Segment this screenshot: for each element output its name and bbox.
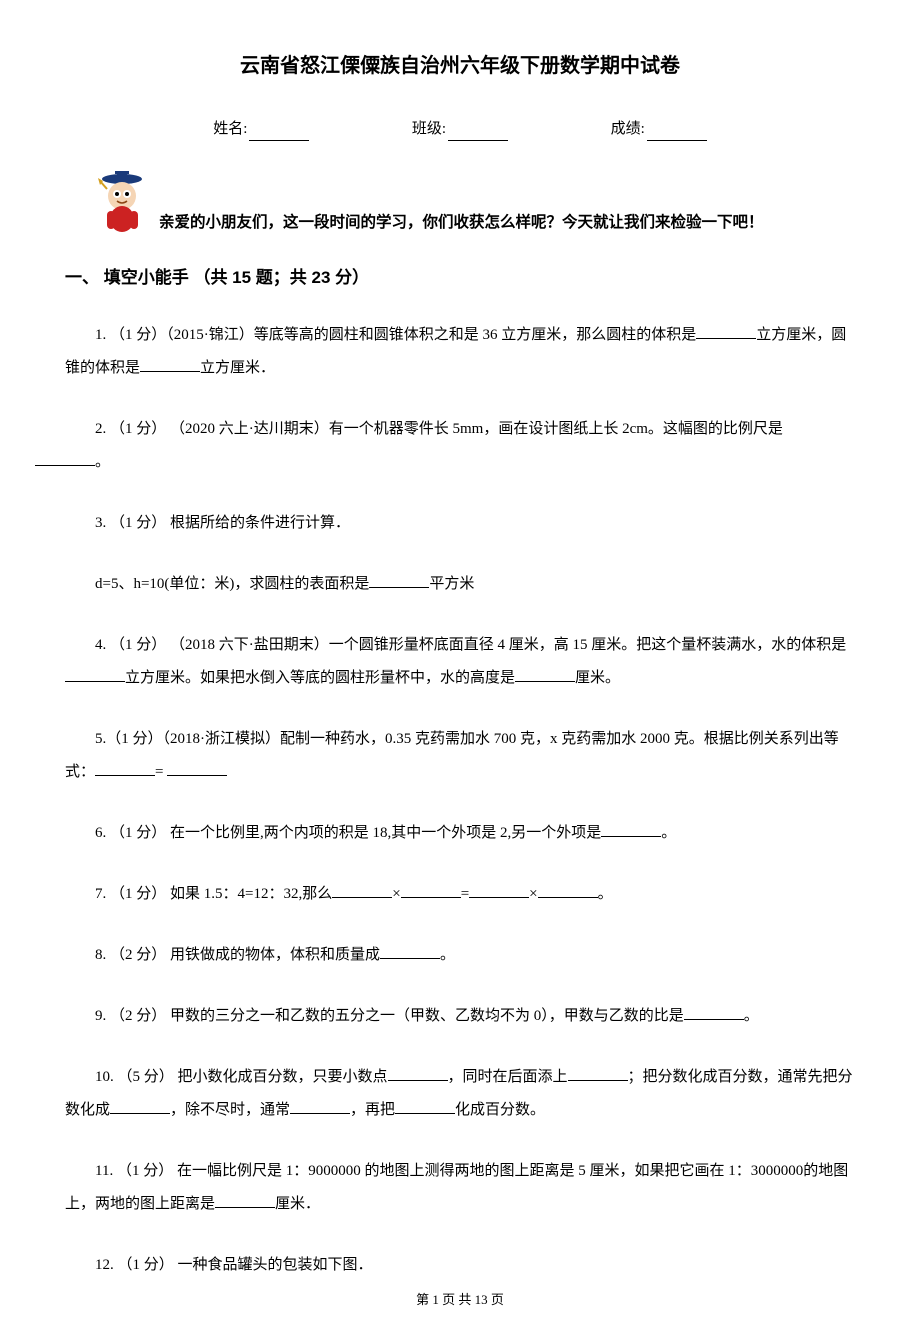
- question-12: 12. （1 分） 一种食品罐头的包装如下图．: [65, 1249, 855, 1282]
- q6-prefix: 6. （1 分） 在一个比例里,两个内项的积是 18,其中一个外项是 2,另一个…: [95, 825, 601, 841]
- blank: [515, 668, 575, 682]
- section-header: 一、 填空小能手 （共 15 题；共 23 分）: [65, 264, 855, 291]
- score-blank: [647, 125, 707, 141]
- q7-prefix: 7. （1 分） 如果 1.5：4=12：32,那么: [95, 886, 332, 902]
- q7-mid1: ×: [392, 886, 400, 902]
- intro-row: 亲爱的小朋友们，这一段时间的学习，你们收获怎么样呢？今天就让我们来检验一下吧！: [95, 171, 855, 236]
- q1-suffix: 立方厘米．: [200, 360, 275, 376]
- blank: [696, 325, 756, 339]
- q11-suffix: 厘米．: [275, 1196, 320, 1212]
- q7-suffix: 。: [598, 886, 613, 902]
- q5-mid: =: [155, 764, 167, 780]
- question-11: 11. （1 分） 在一幅比例尺是 1：9000000 的地图上测得两地的图上距…: [65, 1155, 855, 1221]
- blank: [140, 358, 200, 372]
- question-7: 7. （1 分） 如果 1.5：4=12：32,那么 × = × 。: [65, 878, 855, 911]
- blank: [369, 574, 429, 588]
- blank: [95, 762, 155, 776]
- blank: [35, 452, 95, 466]
- blank: [469, 884, 529, 898]
- blank: [110, 1100, 170, 1114]
- blank: [684, 1006, 744, 1020]
- class-label: 班级:: [412, 117, 446, 141]
- q2-prefix: 2. （1 分） （2020 六上·达川期末）有一个机器零件长 5mm，画在设计…: [95, 421, 783, 437]
- q4-prefix: 4. （1 分） （2018 六下·盐田期末）一个圆锥形量杯底面直径 4 厘米，…: [95, 637, 846, 653]
- q4-suffix: 厘米。: [575, 670, 620, 686]
- blank: [290, 1100, 350, 1114]
- q4-mid: 立方厘米。如果把水倒入等底的圆柱形量杯中，水的高度是: [125, 670, 515, 686]
- q3-line2-suffix: 平方米: [429, 576, 474, 592]
- class-blank: [448, 125, 508, 141]
- name-label: 姓名:: [213, 117, 247, 141]
- question-9: 9. （2 分） 甲数的三分之一和乙数的五分之一（甲数、乙数均不为 0），甲数与…: [65, 1000, 855, 1033]
- q9-suffix: 。: [744, 1008, 759, 1024]
- score-label: 成绩:: [611, 117, 645, 141]
- q11-prefix: 11. （1 分） 在一幅比例尺是 1：9000000 的地图上测得两地的图上距…: [65, 1163, 848, 1212]
- q10-prefix: 10. （5 分） 把小数化成百分数，只要小数点: [95, 1069, 388, 1085]
- name-blank: [249, 125, 309, 141]
- question-3: 3. （1 分） 根据所给的条件进行计算．: [65, 507, 855, 540]
- q2-suffix: 。: [95, 454, 110, 470]
- q6-suffix: 。: [661, 825, 676, 841]
- question-1: 1. （1 分）（2015·锦江）等底等高的圆柱和圆锥体积之和是 36 立方厘米…: [65, 319, 855, 385]
- q3-line2-prefix: d=5、h=10(单位：米)，求圆柱的表面积是: [95, 576, 369, 592]
- q8-suffix: 。: [440, 947, 455, 963]
- q10-mid3: ，除不尽时，通常: [170, 1102, 290, 1118]
- blank: [395, 1100, 455, 1114]
- question-8: 8. （2 分） 用铁做成的物体，体积和质量成 。: [65, 939, 855, 972]
- page-title: 云南省怒江傈僳族自治州六年级下册数学期中试卷: [65, 50, 855, 82]
- blank: [538, 884, 598, 898]
- blank: [388, 1067, 448, 1081]
- q9-prefix: 9. （2 分） 甲数的三分之一和乙数的五分之一（甲数、乙数均不为 0），甲数与…: [95, 1008, 684, 1024]
- blank: [380, 945, 440, 959]
- blank: [65, 668, 125, 682]
- question-10: 10. （5 分） 把小数化成百分数，只要小数点，同时在后面添上；把分数化成百分…: [65, 1061, 855, 1127]
- blank: [167, 762, 227, 776]
- question-2: 2. （1 分） （2020 六上·达川期末）有一个机器零件长 5mm，画在设计…: [65, 413, 855, 479]
- q1-prefix: 1. （1 分）（2015·锦江）等底等高的圆柱和圆锥体积之和是 36 立方厘米…: [95, 327, 696, 343]
- q12-text: 12. （1 分） 一种食品罐头的包装如下图．: [95, 1257, 373, 1273]
- q10-suffix: 化成百分数。: [455, 1102, 545, 1118]
- blank: [215, 1194, 275, 1208]
- q10-mid4: ，再把: [350, 1102, 395, 1118]
- intro-text: 亲爱的小朋友们，这一段时间的学习，你们收获怎么样呢？今天就让我们来检验一下吧！: [159, 214, 764, 231]
- q10-mid1: ，同时在后面添上: [448, 1069, 568, 1085]
- question-3-sub: d=5、h=10(单位：米)，求圆柱的表面积是 平方米: [65, 568, 855, 601]
- q7-mid2: =: [461, 886, 469, 902]
- q8-prefix: 8. （2 分） 用铁做成的物体，体积和质量成: [95, 947, 380, 963]
- blank: [332, 884, 392, 898]
- mascot-icon: [95, 171, 150, 236]
- page-footer: 第 1 页 共 13 页: [65, 1290, 855, 1311]
- blank: [601, 823, 661, 837]
- q3-line1: 3. （1 分） 根据所给的条件进行计算．: [95, 515, 350, 531]
- blank: [401, 884, 461, 898]
- header-fields: 姓名: 班级: 成绩:: [65, 117, 855, 141]
- blank: [568, 1067, 628, 1081]
- q7-mid3: ×: [529, 886, 537, 902]
- question-5: 5.（1 分）（2018·浙江模拟）配制一种药水，0.35 克药需加水 700 …: [65, 723, 855, 789]
- question-6: 6. （1 分） 在一个比例里,两个内项的积是 18,其中一个外项是 2,另一个…: [65, 817, 855, 850]
- question-4: 4. （1 分） （2018 六下·盐田期末）一个圆锥形量杯底面直径 4 厘米，…: [65, 629, 855, 695]
